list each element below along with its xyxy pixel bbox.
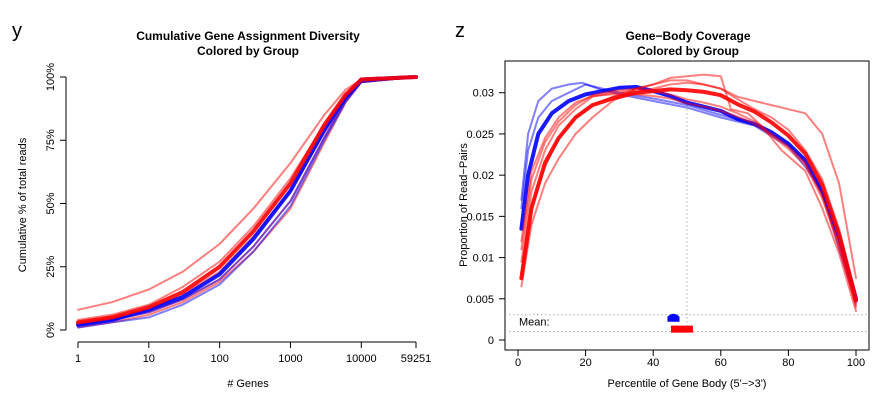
x-tick-label-z: 100	[847, 357, 865, 369]
series-line-red-8	[76, 75, 418, 325]
y-tick-label-y: 0%	[45, 322, 57, 338]
x-tick-label-y: 59251	[401, 353, 432, 365]
y-axis-label-z: Proportion of Read−Pairs	[458, 143, 470, 267]
panel-letter-y: y	[12, 20, 22, 42]
x-tick-label-z: 0	[515, 357, 521, 369]
y-tick-label-z: 0.02	[473, 170, 494, 182]
x-tick-label-z: 20	[579, 357, 591, 369]
x-tick-label-z: 60	[715, 357, 727, 369]
y-tick-label-z: 0.01	[473, 253, 494, 265]
chart-panel-y: y Cumulative Gene Assignment Diversity C…	[12, 20, 431, 390]
series-line-blue-0	[520, 81, 857, 304]
x-tick-label-y: 1000	[278, 353, 302, 365]
y-tick-label-z: 0.015	[466, 211, 494, 223]
series-line-blue-7	[76, 75, 418, 327]
series-line-red-3	[520, 73, 857, 313]
series-line-red-7	[520, 93, 857, 307]
chart-title-y-line1: Cumulative Gene Assignment Diversity	[136, 29, 360, 43]
x-tick-label-y: 100	[210, 353, 228, 365]
series-line-red-6	[520, 87, 857, 308]
x-tick-label-z: 80	[782, 357, 794, 369]
series-line-red-5	[520, 81, 857, 296]
chart-panel-z: z Gene−Body Coverage Colored by Group Pe…	[455, 20, 870, 390]
mean-label: Mean:	[519, 317, 550, 329]
plot-frame-z	[504, 60, 870, 351]
series-line-red-4	[77, 76, 417, 329]
series-line-red-3	[77, 76, 417, 326]
chart-title-z-line2: Colored by Group	[637, 44, 739, 58]
x-axis-label-y: # Genes	[227, 378, 269, 390]
y-tick-label-y: 100%	[45, 63, 57, 91]
x-axis-label-z: Percentile of Gene Body (5'−>3')	[608, 378, 767, 390]
series-line-red-8	[519, 87, 858, 303]
x-tick-label-z: 40	[647, 357, 659, 369]
y-axis-label-y: Cumulative % of total reads	[17, 137, 29, 272]
axis-ticks-y: 1 10 100 1000 10000 59251 0% 25% 50% 75% 100%	[45, 63, 431, 365]
series-line-red-2	[77, 76, 417, 324]
series-line-blue-2	[519, 85, 858, 301]
y-tick-label-y: 25%	[45, 256, 57, 278]
axis-ticks-z: 0 20 40 60 80 100 0 0.005 0.01 0.015 0.02 0.025 0.03	[466, 88, 865, 369]
series-line-blue-6	[77, 76, 417, 329]
data-lines-z	[519, 73, 858, 313]
panel-letter-z: z	[455, 20, 465, 42]
chart-title-z-line1: Gene−Body Coverage	[625, 29, 750, 43]
y-tick-label-z: 0.03	[473, 88, 494, 100]
x-tick-label-y: 10	[143, 353, 155, 365]
y-tick-label-z: 0.005	[466, 294, 494, 306]
x-tick-label-y: 10000	[346, 353, 377, 365]
y-tick-label-y: 50%	[45, 192, 57, 214]
series-line-red-0	[77, 76, 417, 311]
mean-annotation-z: Mean:	[505, 105, 869, 333]
series-line-blue-5	[77, 76, 417, 326]
data-lines-y	[76, 75, 418, 329]
chart-title-y-line2: Colored by Group	[197, 44, 299, 58]
series-line-red-1	[77, 76, 417, 321]
y-tick-label-y: 75%	[45, 129, 57, 151]
mean-marker-blue	[667, 313, 680, 322]
y-tick-label-z: 0	[488, 335, 494, 347]
y-tick-label-z: 0.025	[466, 129, 494, 141]
mean-marker-red	[670, 325, 693, 333]
series-line-blue-1	[520, 83, 857, 302]
x-tick-label-y: 1	[75, 353, 81, 365]
